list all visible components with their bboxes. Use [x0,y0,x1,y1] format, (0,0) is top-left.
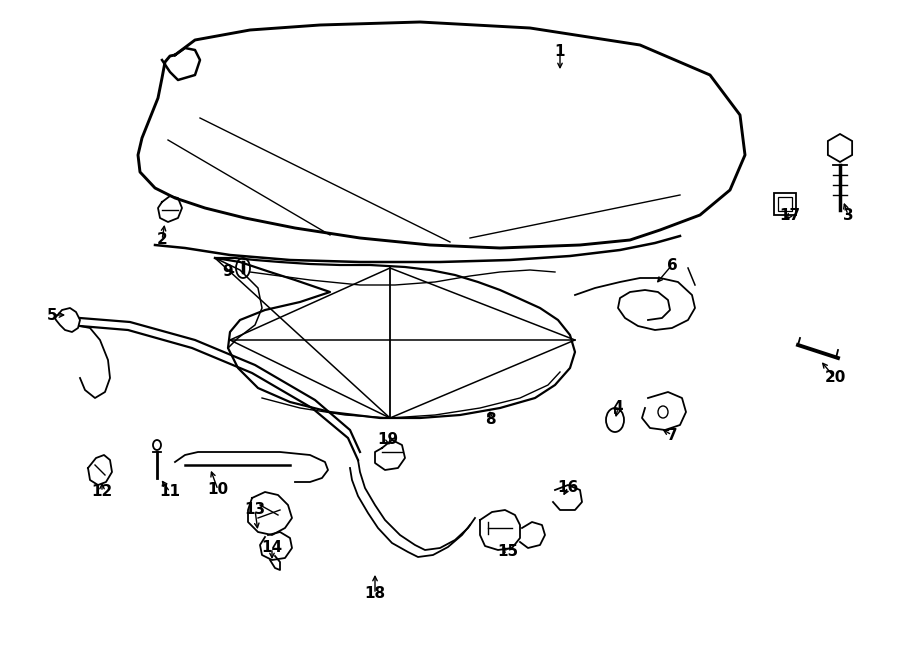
Text: 15: 15 [498,545,518,559]
Text: 5: 5 [47,307,58,323]
Text: 4: 4 [613,401,624,416]
Text: 7: 7 [667,428,678,442]
Text: 1: 1 [554,44,565,59]
Text: 18: 18 [364,586,385,602]
Text: 10: 10 [207,483,229,498]
Text: 2: 2 [157,233,167,247]
Text: 9: 9 [222,264,233,280]
Text: 19: 19 [377,432,399,447]
Text: 8: 8 [485,412,495,428]
Text: 14: 14 [261,541,283,555]
Text: 12: 12 [92,485,112,500]
Text: 11: 11 [159,485,181,500]
Text: 17: 17 [779,208,801,223]
Text: 3: 3 [842,208,853,223]
FancyBboxPatch shape [774,193,796,215]
Text: 13: 13 [245,502,266,518]
FancyBboxPatch shape [778,197,792,211]
Text: 20: 20 [824,371,846,385]
Text: 6: 6 [667,258,678,272]
Text: 16: 16 [557,479,579,494]
